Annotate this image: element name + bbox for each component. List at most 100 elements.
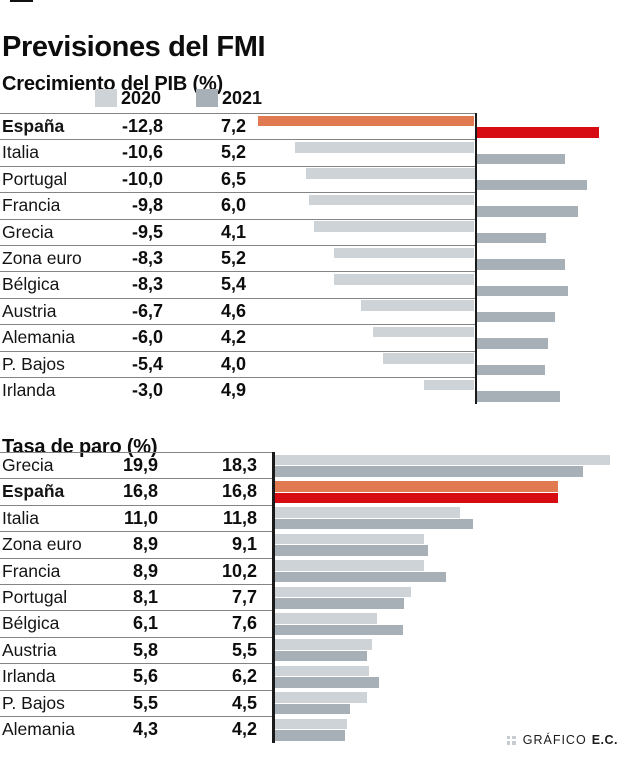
bar-2021: [274, 703, 351, 715]
value-2020: -5,4: [131, 353, 163, 374]
page-crop-mark: [10, 0, 33, 2]
value-2021: 4,1: [220, 221, 246, 242]
chart-row: España 16,8 16,8: [0, 478, 624, 504]
country-label: Bélgica: [2, 613, 60, 634]
value-2021: 5,4: [220, 274, 246, 295]
chart-row: P. Bajos -5,4 4,0: [0, 350, 624, 377]
country-label: Austria: [2, 300, 57, 321]
row-separator: [0, 689, 275, 691]
chart-row: Francia 8,9 10,2: [0, 557, 624, 584]
bar-2021: [477, 338, 548, 349]
country-label: Alemania: [2, 719, 75, 739]
bar-2021: [274, 492, 558, 504]
value-2021: 11,8: [222, 507, 257, 528]
legend: 2020 2021: [0, 88, 624, 108]
value-2021: 18,3: [221, 455, 257, 475]
chart-row: Portugal -10,0 6,5: [0, 165, 624, 192]
bar-2021: [274, 598, 405, 609]
bar-2021: [477, 259, 565, 270]
chart-row: España -12,8 7,2: [0, 113, 624, 139]
bar-2021: [477, 391, 560, 402]
bar-2020: [423, 379, 475, 391]
bar-2020: [383, 353, 475, 364]
bar-2021: [274, 677, 379, 688]
chart-row: Alemania 4,3 4,2: [0, 716, 624, 742]
row-separator: [0, 504, 275, 506]
value-2020: 6,1: [132, 613, 158, 634]
bar-2021: [274, 730, 346, 741]
value-2021: 16,8: [221, 481, 257, 502]
country-label: Bélgica: [2, 274, 60, 295]
axis-line: [474, 113, 477, 405]
value-2021: 7,2: [220, 116, 246, 136]
page-title: Previsiones del FMI: [2, 31, 266, 64]
chart-row: Portugal 8,1 7,7: [0, 584, 624, 610]
country-label: Portugal: [2, 168, 68, 189]
row-separator: [0, 350, 477, 352]
chart-row: Italia -10,6 5,2: [0, 139, 624, 165]
value-2020: -8,3: [131, 248, 163, 268]
bar-2020: [274, 507, 460, 518]
value-2021: 4,5: [231, 692, 257, 713]
value-2020: 8,1: [132, 587, 158, 607]
row-separator: [0, 218, 477, 220]
row-separator: [0, 452, 275, 453]
value-2020: -8,3: [131, 274, 163, 295]
row-separator: [0, 245, 477, 246]
legend-label-2021: 2021: [222, 88, 263, 108]
row-separator: [0, 663, 275, 665]
legend-label-2020: 2020: [121, 88, 162, 108]
row-separator: [0, 377, 477, 378]
row-separator: [0, 584, 275, 585]
chart-row: Irlanda -3,0 4,9: [0, 377, 624, 403]
country-label: Irlanda: [2, 666, 56, 687]
country-label: Alemania: [2, 327, 75, 348]
value-2021: 4,9: [220, 380, 246, 400]
bar-2020: [305, 168, 475, 179]
bar-2021: [477, 311, 555, 323]
value-2021: 5,2: [220, 142, 246, 163]
bar-2021: [274, 624, 403, 636]
country-label: Grecia: [2, 221, 54, 242]
chart-row: Austria 5,8 5,5: [0, 636, 624, 663]
chart-row: Grecia 19,9 18,3: [0, 452, 624, 478]
value-2020: 16,8: [122, 481, 158, 502]
row-separator: [0, 557, 275, 559]
row-separator: [0, 271, 477, 273]
row-separator: [0, 636, 275, 638]
value-2021: 4,6: [220, 300, 246, 321]
unemployment-chart: Grecia 19,9 18,3 España 16,8 16,8 Italia 11,0 11…: [0, 452, 624, 744]
country-label: Grecia: [2, 455, 54, 475]
bar-2020: [274, 613, 378, 624]
value-2020: 5,8: [132, 639, 158, 660]
value-2020: -6,0: [131, 327, 163, 348]
value-2020: -10,0: [121, 168, 163, 189]
value-2020: 19,9: [122, 455, 158, 475]
value-2020: -10,6: [121, 142, 163, 163]
bar-2021: [274, 518, 474, 530]
value-2021: 4,2: [231, 719, 257, 739]
row-separator: [0, 610, 275, 612]
row-separator: [0, 192, 477, 194]
value-2021: 5,2: [220, 248, 246, 268]
row-separator: [0, 297, 477, 299]
country-label: Portugal: [2, 587, 68, 607]
credit-brand: E.C.: [591, 733, 618, 747]
bar-2020: [334, 274, 475, 285]
bar-2021: [477, 206, 579, 217]
country-label: Zona euro: [2, 248, 82, 268]
bar-2021: [477, 127, 599, 138]
bar-2021: [477, 285, 569, 297]
chart-row: Zona euro 8,9 9,1: [0, 531, 624, 557]
chart1-title: Crecimiento del PIB (%): [2, 72, 223, 95]
country-label: Italia: [2, 507, 39, 528]
bar-2021: [274, 650, 368, 662]
bar-2021: [477, 153, 565, 165]
country-label: Francia: [2, 195, 61, 216]
row-separator: [0, 324, 477, 326]
bar-2021: [274, 545, 428, 556]
bar-2020: [361, 300, 475, 311]
row-separator: [0, 113, 477, 114]
value-2020: 8,9: [132, 560, 158, 581]
